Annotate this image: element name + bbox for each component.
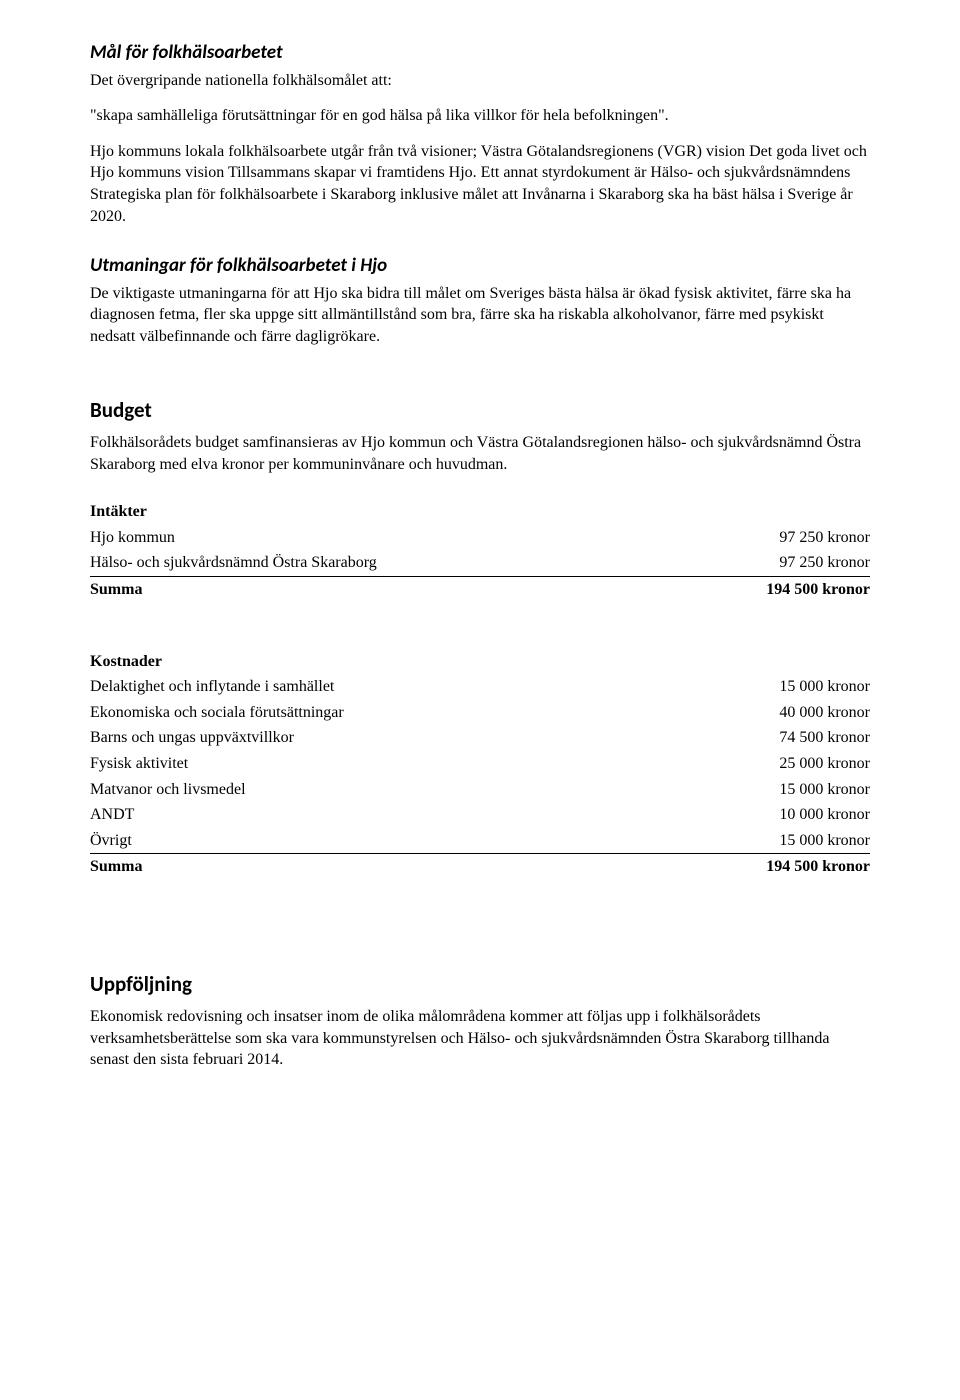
row-label: Barns och ungas uppväxtvillkor (90, 727, 739, 749)
row-label: Ekonomiska och sociala förutsättningar (90, 702, 739, 724)
row-value: 15 000 kronor (739, 779, 870, 801)
section-budget: Budget Folkhälsorådets budget samfinansi… (90, 396, 870, 476)
table-row: ANDT 10 000 kronor (90, 802, 870, 828)
heading-challenges: Utmaningar för folkhälsoarbetet i Hjo (90, 253, 870, 279)
sum-row: Summa 194 500 kronor (90, 854, 870, 880)
row-label: Hälso- och sjukvårdsnämnd Östra Skarabor… (90, 552, 739, 574)
table-row: Fysisk aktivitet 25 000 kronor (90, 751, 870, 777)
table-row: Barns och ungas uppväxtvillkor 74 500 kr… (90, 725, 870, 751)
table-row: Övrigt 15 000 kronor (90, 828, 870, 855)
section-challenges: Utmaningar för folkhälsoarbetet i Hjo De… (90, 253, 870, 347)
sum-value: 194 500 kronor (726, 579, 870, 601)
row-value: 74 500 kronor (739, 727, 870, 749)
row-value: 97 250 kronor (739, 552, 870, 574)
section-costs: Kostnader Delaktighet och inflytande i s… (90, 651, 870, 880)
row-label: Delaktighet och inflytande i samhället (90, 676, 739, 698)
row-label: Övrigt (90, 830, 739, 852)
row-label: Matvanor och livsmedel (90, 779, 739, 801)
goals-p3: Hjo kommuns lokala folkhälsoarbete utgår… (90, 141, 870, 227)
heading-followup: Uppföljning (90, 970, 870, 998)
table-row: Hälso- och sjukvårdsnämnd Östra Skarabor… (90, 550, 870, 577)
sum-label: Summa (90, 856, 726, 878)
row-value: 97 250 kronor (739, 527, 870, 549)
sum-value: 194 500 kronor (726, 856, 870, 878)
income-heading: Intäkter (90, 501, 870, 523)
table-row: Hjo kommun 97 250 kronor (90, 525, 870, 551)
followup-p1: Ekonomisk redovisning och insatser inom … (90, 1006, 870, 1071)
heading-goals: Mål för folkhälsoarbetet (90, 40, 870, 66)
costs-table: Delaktighet och inflytande i samhället 1… (90, 674, 870, 880)
heading-budget: Budget (90, 396, 870, 424)
row-value: 15 000 kronor (739, 676, 870, 698)
goals-p1: Det övergripande nationella folkhälsomål… (90, 70, 870, 92)
sum-label: Summa (90, 579, 726, 601)
row-value: 25 000 kronor (739, 753, 870, 775)
row-value: 40 000 kronor (739, 702, 870, 724)
row-label: ANDT (90, 804, 739, 826)
income-table: Hjo kommun 97 250 kronor Hälso- och sjuk… (90, 525, 870, 603)
row-label: Fysisk aktivitet (90, 753, 739, 775)
table-row: Delaktighet och inflytande i samhället 1… (90, 674, 870, 700)
challenges-p1: De viktigaste utmaningarna för att Hjo s… (90, 283, 870, 348)
row-value: 15 000 kronor (739, 830, 870, 852)
table-row: Ekonomiska och sociala förutsättningar 4… (90, 700, 870, 726)
section-income: Intäkter Hjo kommun 97 250 kronor Hälso-… (90, 501, 870, 602)
table-row: Matvanor och livsmedel 15 000 kronor (90, 777, 870, 803)
costs-heading: Kostnader (90, 651, 870, 673)
sum-row: Summa 194 500 kronor (90, 577, 870, 603)
budget-intro: Folkhälsorådets budget samfinansieras av… (90, 432, 870, 475)
goals-p2: "skapa samhälleliga förutsättningar för … (90, 105, 870, 127)
section-goals: Mål för folkhälsoarbetet Det övergripand… (90, 40, 870, 227)
section-followup: Uppföljning Ekonomisk redovisning och in… (90, 970, 870, 1071)
row-value: 10 000 kronor (739, 804, 870, 826)
row-label: Hjo kommun (90, 527, 739, 549)
